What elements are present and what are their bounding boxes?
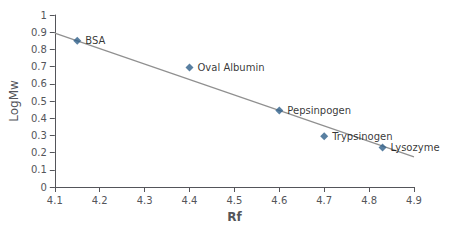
svg-text:4.8: 4.8 [361,195,377,206]
svg-text:0.9: 0.9 [31,27,47,38]
svg-text:0.4: 0.4 [31,113,47,124]
svg-text:4.7: 4.7 [316,195,332,206]
svg-text:4.1: 4.1 [47,195,63,206]
svg-text:Oval Albumin: Oval Albumin [198,62,265,73]
svg-text:4.5: 4.5 [226,195,242,206]
svg-text:0.6: 0.6 [31,78,47,89]
svg-text:0: 0 [40,182,46,193]
svg-text:0.2: 0.2 [31,147,47,158]
svg-text:4.3: 4.3 [137,195,153,206]
svg-text:LogMw: LogMw [7,80,21,122]
svg-text:Rf: Rf [227,210,242,224]
svg-text:1: 1 [40,10,46,21]
svg-text:4.9: 4.9 [406,195,422,206]
svg-text:Pepsinpogen: Pepsinpogen [287,105,351,116]
svg-text:4.4: 4.4 [182,195,198,206]
svg-text:BSA: BSA [85,35,105,46]
svg-text:0.8: 0.8 [31,44,47,55]
svg-text:0.7: 0.7 [31,61,47,72]
svg-text:0.5: 0.5 [31,96,47,107]
svg-text:0.3: 0.3 [31,130,47,141]
svg-text:4.6: 4.6 [271,195,287,206]
svg-text:0.1: 0.1 [31,164,47,175]
svg-text:Trypsinogen: Trypsinogen [331,131,392,142]
svg-text:4.2: 4.2 [92,195,108,206]
svg-text:Lysozyme: Lysozyme [391,142,440,153]
